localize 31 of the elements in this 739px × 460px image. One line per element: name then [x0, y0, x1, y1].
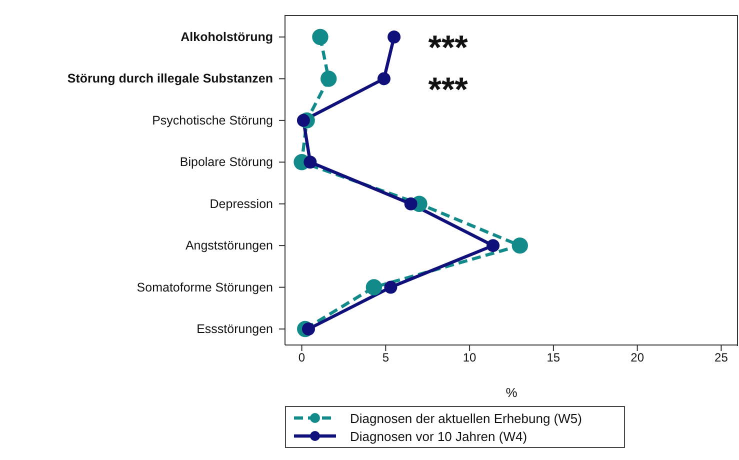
point — [296, 114, 310, 127]
annotation: *** — [428, 70, 469, 109]
point — [512, 237, 528, 254]
point — [366, 279, 382, 296]
x-tick-label: 25 — [714, 350, 728, 365]
point — [384, 280, 398, 294]
point — [302, 322, 315, 336]
point — [377, 72, 390, 86]
point — [388, 30, 401, 44]
legend-label: Diagnosen vor 10 Jahren (W4) — [350, 428, 528, 444]
x-tick-label: 10 — [462, 350, 477, 365]
point — [404, 197, 418, 210]
x-tick-label: 15 — [546, 350, 560, 365]
legend-label: Diagnosen der aktuellen Erhebung (W5) — [350, 410, 582, 426]
point — [486, 239, 500, 252]
y-tick-label: Essstörungen — [196, 322, 274, 336]
x-tick-label: 5 — [382, 350, 390, 365]
point — [320, 70, 337, 87]
y-tick-label: Somatoforme Störungen — [136, 280, 274, 294]
annotation: *** — [428, 29, 469, 68]
y-tick-label: Psychotische Störung — [152, 113, 274, 128]
x-axis-title: % — [506, 385, 518, 400]
y-tick-label: Depression — [210, 196, 274, 211]
x-tick-label: 20 — [630, 350, 644, 365]
y-tick-label: Störung durch illegale Substanzen — [67, 72, 273, 86]
y-tick-label: Bipolare Störung — [180, 155, 274, 170]
point — [312, 28, 328, 46]
point — [304, 156, 317, 169]
x-tick-label: 0 — [298, 350, 306, 365]
y-tick-label: Alkoholstörung — [180, 30, 273, 44]
y-tick-label: Angststörungen — [185, 238, 274, 253]
